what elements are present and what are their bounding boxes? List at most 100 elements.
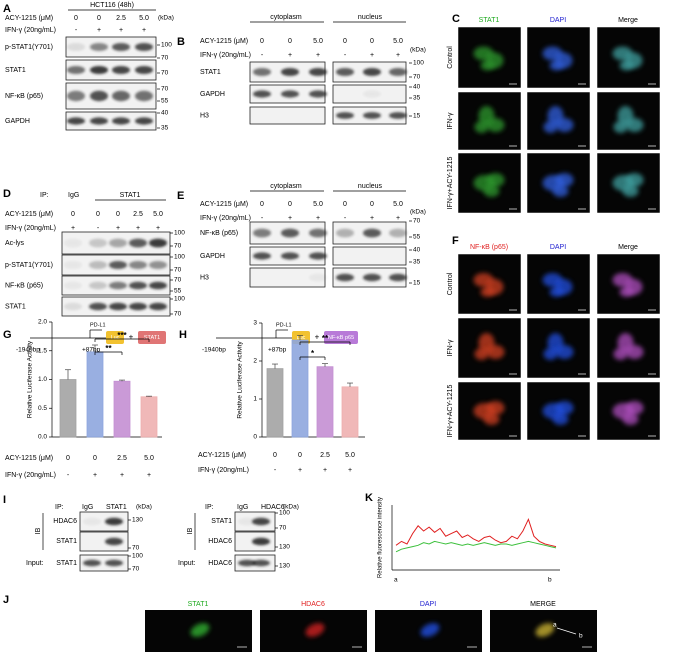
bar [140,396,158,438]
ib-label: IB [187,527,194,534]
blot-label: NF-κB (p65) [5,93,43,100]
row-label: IFN-γ (20ng/mL) [5,225,56,232]
kda-marker: 15 [413,280,421,287]
condition-value: 5.0 [393,201,403,208]
intensity-line [395,540,557,553]
condition-value: 0 [288,201,292,208]
band [135,43,153,51]
y-axis-label: Relative Luciferase Activity [237,341,244,419]
bar [113,380,131,438]
cell-signal [555,118,574,132]
band [336,68,354,76]
band [67,66,85,74]
band [83,559,101,567]
channel-label: DAPI [550,244,566,251]
kda-marker: 55 [413,234,421,241]
kda-marker: 55 [174,288,182,295]
band [90,90,108,102]
condition-value: + [370,52,374,59]
cell-signal [420,623,440,637]
band [105,537,123,546]
condition-label: IFN-γ [447,339,454,357]
band [149,238,167,248]
factor-label: STAT1 [144,335,160,341]
channel-label: NF-κB (p65) [470,244,508,251]
blot-label: HDAC6 [208,560,232,567]
condition-value: + [396,215,400,222]
condition-value: 2.5 [116,15,126,22]
band [253,228,271,238]
band [253,252,271,260]
condition-value: 0 [116,211,120,218]
kda-unit: (kDa) [158,15,174,22]
band [149,261,167,269]
y-tick-label: 1 [253,396,257,403]
cell-signal [474,348,489,360]
channel-label: DAPI [420,601,436,608]
band [252,517,270,526]
band [281,252,299,260]
condition-value: + [156,225,160,232]
condition-value: 5.0 [345,452,355,459]
band [112,43,130,51]
row-label: ACY-1215 (μM) [200,201,248,208]
band [363,90,381,98]
panel-title: HCT116 (48h) [90,2,134,9]
panel-letter: K [365,492,373,504]
y-tick-label: 0 [253,434,257,441]
panel-letter: A [3,3,11,15]
band [90,117,108,125]
band [363,112,381,119]
band [89,238,107,248]
band [112,117,130,125]
cell-signal [305,623,325,637]
condition-label: IFN-γ [447,112,454,130]
kda-unit: (kDa) [136,504,152,511]
band [238,559,256,567]
blot-label: STAT1 [211,518,232,525]
fraction-label: nucleus [358,14,383,21]
panel-letter: J [3,594,9,606]
y-tick-label: 2.0 [38,319,47,326]
band [363,228,381,238]
reporter-box [106,331,124,344]
kda-unit: (kDa) [410,209,426,216]
blot-label: H3 [200,274,209,281]
row-label: IFN-γ (20ng/mL) [5,472,56,479]
condition-value: 2.5 [320,452,330,459]
band [309,90,327,98]
ip-group: STAT1 [106,504,127,511]
blot-label: HDAC6 [53,518,77,525]
condition-value: + [288,215,292,222]
band [109,261,127,269]
cell-signal [483,185,500,197]
band [135,117,153,125]
condition-value: + [298,467,302,474]
band [105,559,123,567]
y-tick-label: 1.5 [38,347,47,354]
band [149,281,167,290]
blot [79,511,129,532]
plus: + [129,333,134,342]
row-label: IFN-γ (20ng/mL) [198,467,249,474]
band [336,112,354,119]
condition-value: 5.0 [144,455,154,462]
significance-label: *** [117,331,127,340]
y-axis-label: Relative fluorescence intensity [378,497,384,578]
band [129,302,147,311]
band [67,117,85,125]
band [129,281,147,290]
condition-label: IFN-γ+ACY-1215 [447,156,454,209]
band [112,90,130,102]
row-label: ACY-1215 (μM) [5,211,53,218]
condition-value: + [323,467,327,474]
band [309,252,327,260]
condition-value: + [370,215,374,222]
condition-value: - [67,472,70,479]
ip-group: IgG [82,504,93,511]
condition-value: + [147,472,151,479]
band [67,90,85,102]
blot [79,554,129,572]
panel-letter: H [179,329,187,341]
